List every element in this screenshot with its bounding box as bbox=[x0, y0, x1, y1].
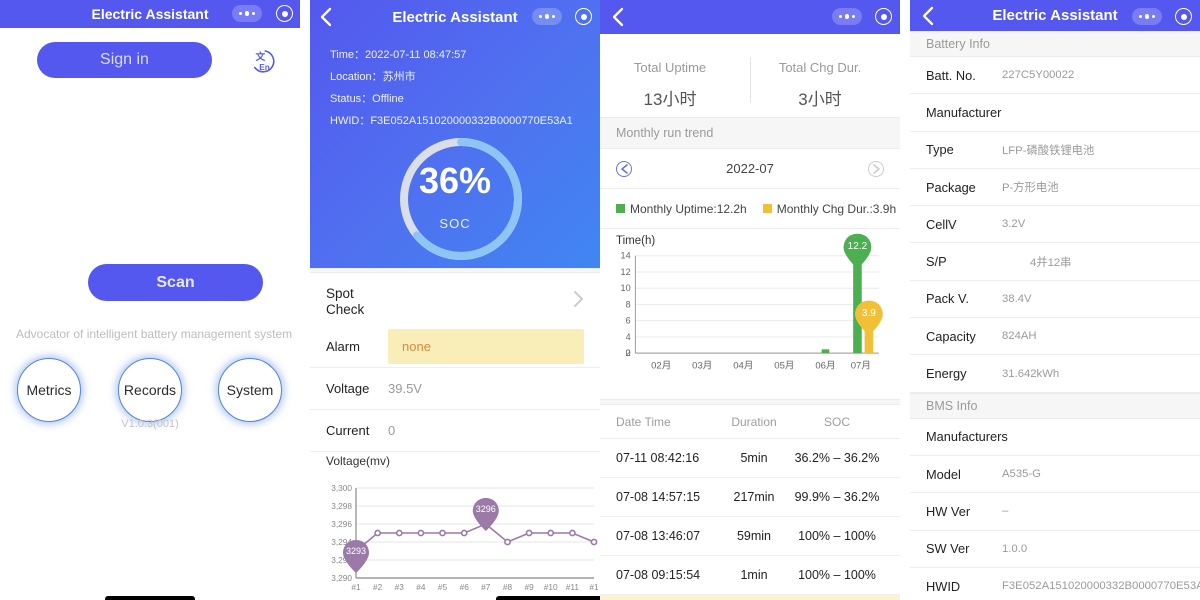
svg-text:#3: #3 bbox=[395, 582, 405, 592]
svg-text:12: 12 bbox=[621, 267, 631, 277]
svg-text:14: 14 bbox=[621, 251, 631, 261]
svg-text:8: 8 bbox=[626, 299, 631, 309]
svg-text:10: 10 bbox=[621, 283, 631, 293]
svg-text:#6: #6 bbox=[460, 582, 470, 592]
svg-text:#4: #4 bbox=[416, 582, 426, 592]
svg-text:02月: 02月 bbox=[651, 360, 671, 371]
svg-text:0: 0 bbox=[626, 348, 631, 358]
svg-text:#1: #1 bbox=[589, 582, 599, 592]
svg-text:#2: #2 bbox=[373, 582, 383, 592]
svg-text:#8: #8 bbox=[503, 582, 513, 592]
svg-text:3296: 3296 bbox=[476, 504, 496, 514]
svg-text:#5: #5 bbox=[438, 582, 448, 592]
svg-text:3,290: 3,290 bbox=[331, 573, 352, 583]
svg-text:12.2: 12.2 bbox=[848, 241, 868, 252]
svg-text:#9: #9 bbox=[524, 582, 534, 592]
svg-text:En: En bbox=[259, 63, 270, 72]
svg-text:文: 文 bbox=[256, 50, 266, 63]
svg-text:07月: 07月 bbox=[851, 360, 871, 371]
svg-text:05月: 05月 bbox=[774, 360, 794, 371]
svg-text:3293: 3293 bbox=[346, 546, 366, 556]
svg-text:#11: #11 bbox=[566, 582, 580, 592]
svg-text:3,296: 3,296 bbox=[331, 519, 352, 529]
svg-text:#1: #1 bbox=[351, 582, 361, 592]
svg-text:3,300: 3,300 bbox=[331, 483, 352, 493]
svg-text:4: 4 bbox=[626, 332, 631, 342]
svg-text:#10: #10 bbox=[544, 582, 558, 592]
svg-text:6: 6 bbox=[626, 316, 631, 326]
svg-text:#7: #7 bbox=[481, 582, 491, 592]
svg-text:3.9: 3.9 bbox=[862, 308, 876, 319]
svg-text:06月: 06月 bbox=[815, 360, 835, 371]
svg-text:3,298: 3,298 bbox=[331, 501, 352, 511]
svg-text:03月: 03月 bbox=[692, 360, 712, 371]
svg-text:04月: 04月 bbox=[733, 360, 753, 371]
